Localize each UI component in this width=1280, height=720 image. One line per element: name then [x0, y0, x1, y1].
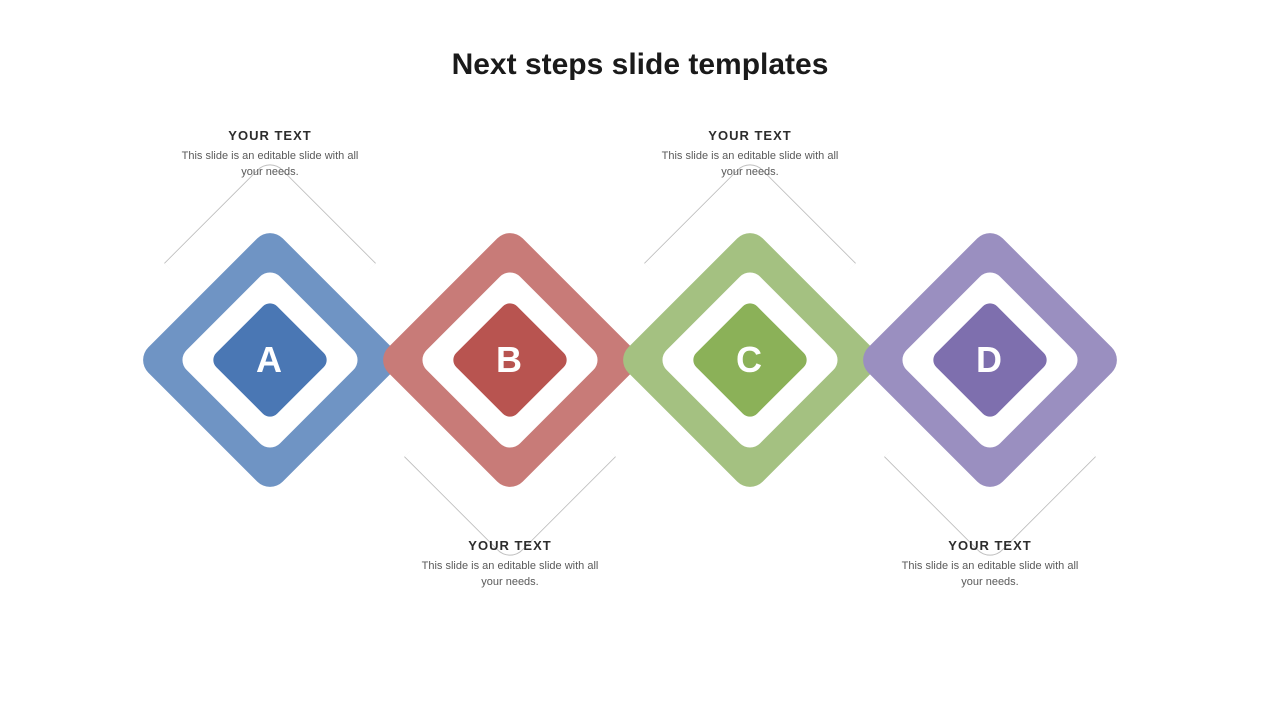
diagram-stage: A YOUR TEXT This slide is an editable sl… [0, 0, 1280, 720]
step-b-caption-desc: This slide is an editable slide with all… [400, 559, 620, 591]
step-c-caption-title: YOUR TEXT [640, 128, 860, 143]
step-d: D [860, 230, 1120, 490]
step-b-caption: YOUR TEXT This slide is an editable slid… [400, 538, 620, 591]
step-c-caption-desc: This slide is an editable slide with all… [640, 149, 860, 181]
step-b: B [380, 230, 640, 490]
step-d-caption-title: YOUR TEXT [880, 538, 1100, 553]
step-a-caption-desc: This slide is an editable slide with all… [160, 149, 380, 181]
step-d-letter: D [976, 339, 1004, 381]
step-a-caption: YOUR TEXT This slide is an editable slid… [160, 128, 380, 181]
step-c-letter: C [736, 339, 764, 381]
step-c: C [620, 230, 880, 490]
step-c-caption: YOUR TEXT This slide is an editable slid… [640, 128, 860, 181]
step-b-letter: B [496, 339, 524, 381]
step-a-letter: A [256, 339, 284, 381]
step-d-caption: YOUR TEXT This slide is an editable slid… [880, 538, 1100, 591]
step-b-caption-title: YOUR TEXT [400, 538, 620, 553]
step-d-caption-desc: This slide is an editable slide with all… [880, 559, 1100, 591]
step-a: A [140, 230, 400, 490]
step-a-caption-title: YOUR TEXT [160, 128, 380, 143]
